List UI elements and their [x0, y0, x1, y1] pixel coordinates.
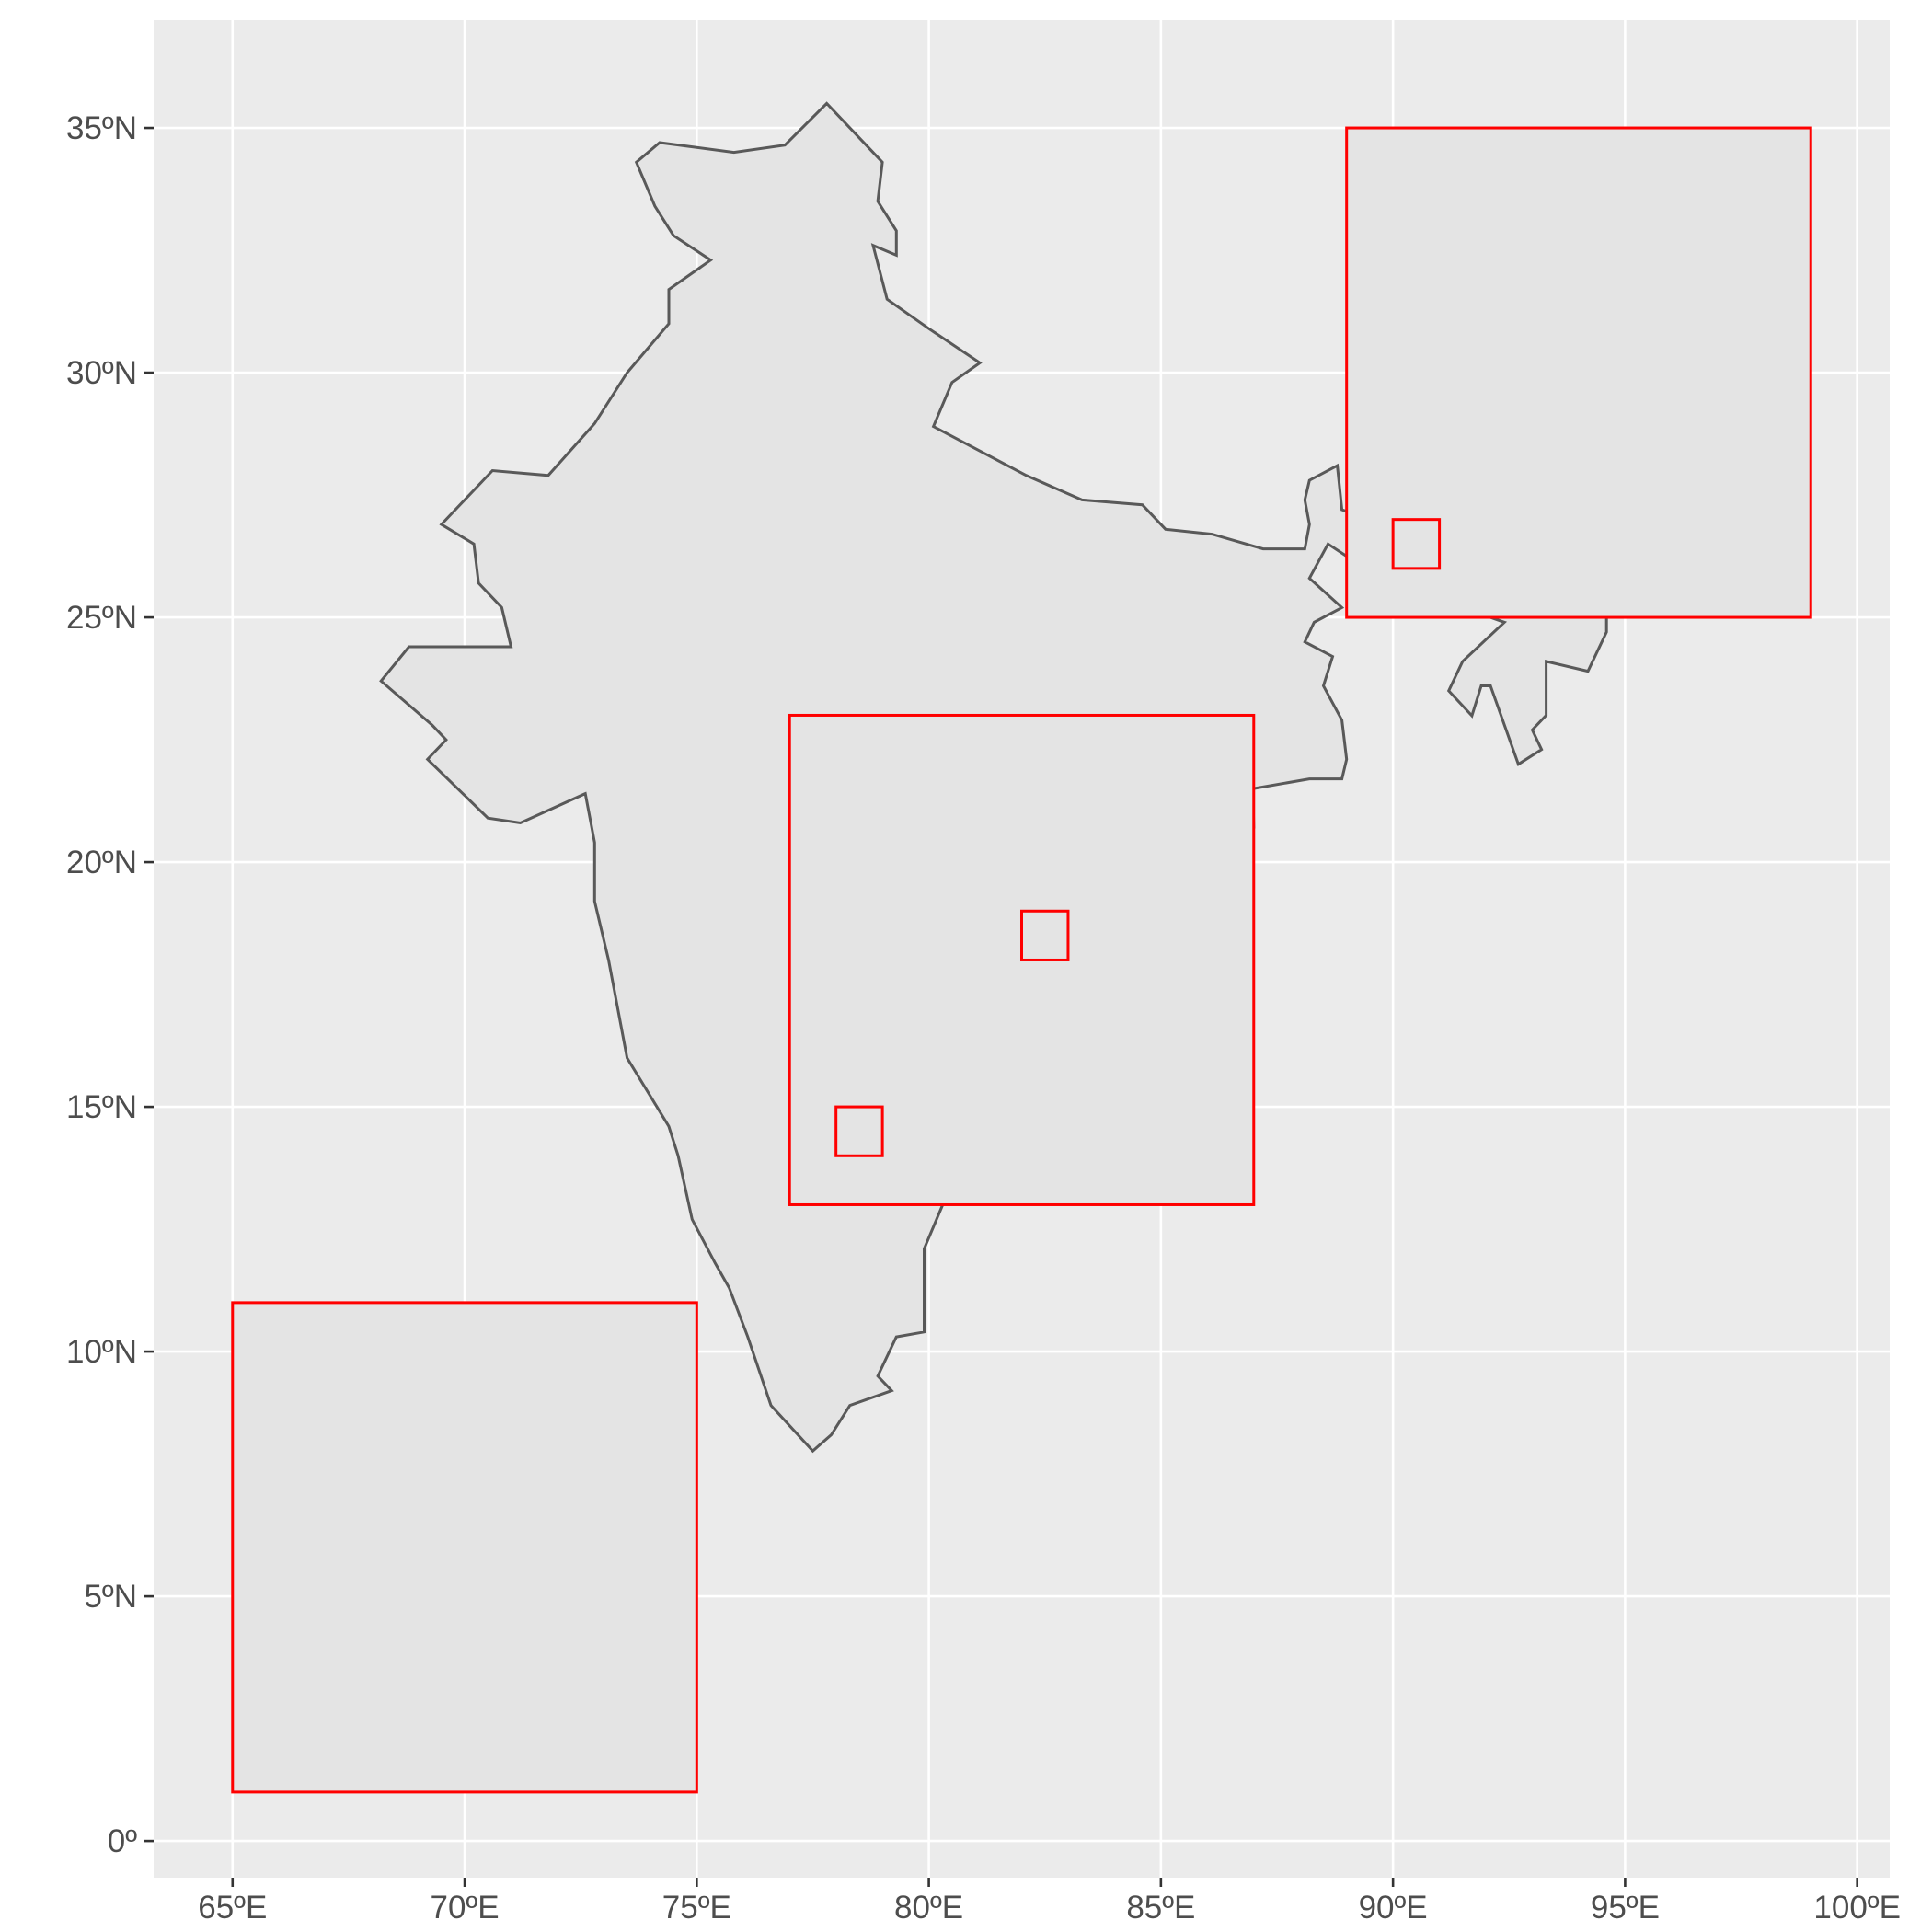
x-tick-label: 80ºE — [894, 1890, 963, 1926]
y-tick-label: 20ºN — [66, 845, 137, 880]
y-tick-label: 25ºN — [66, 600, 137, 636]
region-boxes — [231, 126, 1812, 1794]
axes: 65ºE 70ºE 75ºE 80ºE 85ºE 90ºE 95ºE 100ºE 0º 5ºN 10… — [66, 110, 1901, 1926]
x-tick-label: 85ºE — [1126, 1890, 1195, 1926]
x-tick-label: 100ºE — [1813, 1890, 1901, 1926]
x-tick-label: 70ºE — [431, 1890, 500, 1926]
region-box-1 — [1345, 126, 1812, 619]
y-tick-label: 0º — [108, 1823, 137, 1859]
x-tick-label: 75ºE — [662, 1890, 731, 1926]
x-tick-label: 95ºE — [1591, 1890, 1660, 1926]
region-box-2 — [1391, 518, 1442, 570]
region-box-4 — [1020, 909, 1070, 961]
x-tick-label: 90ºE — [1359, 1890, 1428, 1926]
y-tick-label: 15ºN — [66, 1089, 137, 1125]
x-tick-label: 65ºE — [198, 1890, 267, 1926]
region-box-5 — [834, 1105, 884, 1157]
region-box-6 — [231, 1301, 698, 1794]
y-tick-label: 5ºN — [84, 1579, 137, 1615]
y-tick-label: 30ºN — [66, 355, 137, 391]
y-tick-label: 10ºN — [66, 1334, 137, 1370]
y-tick-label: 35ºN — [66, 110, 137, 146]
